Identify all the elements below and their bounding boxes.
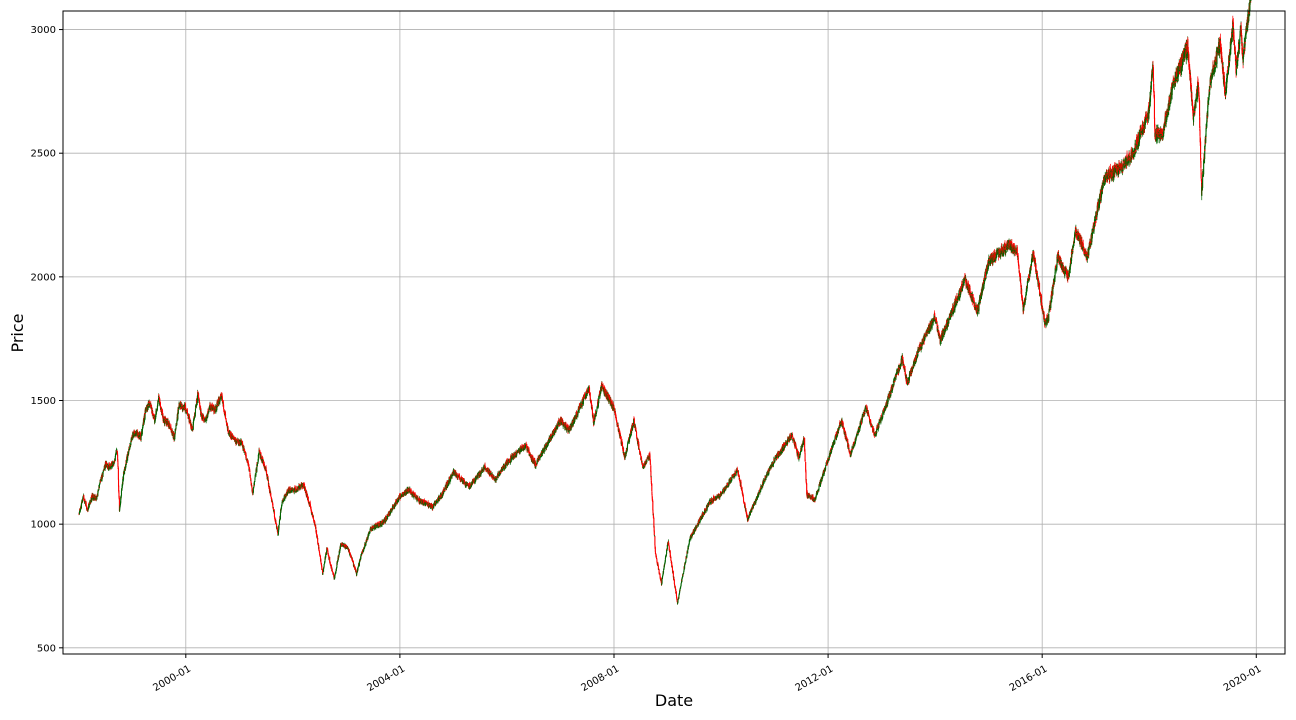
plot-background [63, 11, 1285, 654]
grid-lines [63, 11, 1285, 654]
